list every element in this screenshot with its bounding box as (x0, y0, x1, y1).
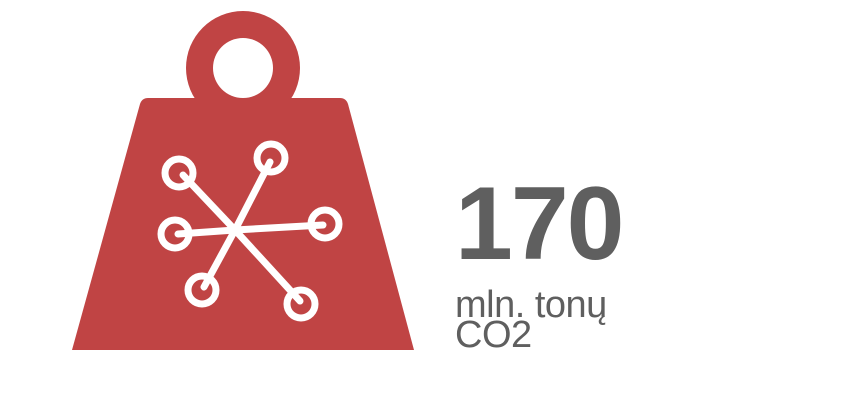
molecule-node (161, 155, 197, 191)
molecule-node (283, 286, 319, 322)
stat-value: 170 (455, 166, 625, 282)
weight-body (72, 98, 414, 350)
molecule-bond (231, 226, 304, 305)
molecule-node (184, 272, 220, 308)
molecule-node (253, 140, 289, 176)
weight-with-molecule-icon (72, 11, 414, 350)
co2-stat: 170 mln. tonų CO2 (455, 166, 755, 356)
stat-unit-line-2: CO2 (455, 314, 532, 356)
weight-handle-hole (213, 38, 273, 98)
stat-unit-line-1: mln. tonų (455, 284, 607, 326)
molecule-node (307, 206, 343, 242)
molecule-icon (157, 140, 343, 322)
molecule-node (157, 216, 193, 252)
